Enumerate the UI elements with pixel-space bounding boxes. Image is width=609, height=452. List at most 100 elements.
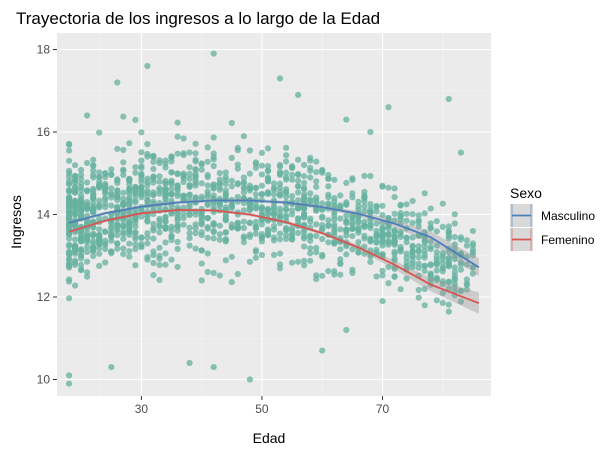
scatter-point — [162, 185, 169, 192]
scatter-point — [150, 192, 157, 199]
scatter-point — [283, 227, 290, 234]
scatter-point — [451, 234, 458, 241]
scatter-point — [367, 217, 374, 224]
scatter-point — [246, 147, 253, 154]
scatter-point — [210, 235, 217, 242]
scatter-point — [337, 192, 344, 199]
scatter-point — [276, 75, 284, 82]
scatter-point — [174, 214, 181, 221]
scatter-point — [337, 226, 344, 233]
scatter-point — [295, 218, 302, 226]
scatter-point — [409, 197, 416, 205]
scatter-point — [72, 204, 79, 211]
scatter-point — [108, 202, 115, 209]
scatter-point — [439, 252, 446, 260]
scatter-point — [283, 169, 290, 176]
scatter-point — [295, 258, 302, 265]
y-tick-label: 10 — [37, 373, 51, 387]
legend-title: Sexo — [510, 185, 542, 201]
scatter-point — [421, 190, 428, 197]
scatter-point — [138, 149, 145, 156]
scatter-point — [96, 237, 103, 245]
scatter-point — [66, 276, 73, 283]
scatter-point — [114, 240, 121, 247]
scatter-point — [108, 225, 115, 232]
scatter-point — [313, 196, 320, 203]
scatter-point — [331, 221, 338, 228]
scatter-point — [108, 185, 115, 192]
scatter-point — [102, 174, 109, 181]
scatter-point — [162, 160, 169, 167]
scatter-point — [120, 235, 127, 242]
scatter-point — [457, 149, 464, 156]
scatter-point — [319, 200, 326, 207]
scatter-point — [66, 256, 73, 263]
scatter-point — [204, 144, 211, 151]
scatter-point — [132, 184, 139, 191]
scatter-point — [373, 208, 380, 215]
scatter-point — [415, 223, 422, 230]
scatter-point — [433, 267, 440, 274]
scatter-point — [258, 182, 265, 189]
scatter-point — [439, 200, 446, 207]
scatter-point — [144, 230, 151, 237]
scatter-point — [78, 197, 85, 204]
scatter-point — [403, 210, 410, 217]
scatter-point — [90, 162, 97, 169]
scatter-point — [132, 262, 139, 269]
scatter-point — [421, 302, 428, 309]
scatter-point — [355, 239, 362, 246]
scatter-point — [276, 236, 284, 243]
scatter-point — [451, 264, 458, 271]
scatter-point — [114, 193, 121, 200]
scatter-point — [162, 239, 169, 246]
scatter-point — [469, 270, 476, 277]
scatter-point — [397, 233, 404, 240]
scatter-point — [96, 215, 103, 222]
scatter-point — [126, 201, 133, 208]
scatter-point — [463, 261, 470, 268]
scatter-point — [270, 226, 278, 233]
scatter-point — [343, 251, 350, 258]
scatter-point — [132, 169, 139, 176]
scatter-point — [78, 212, 85, 219]
scatter-point — [84, 112, 91, 119]
scatter-point — [457, 298, 464, 305]
scatter-point — [84, 188, 91, 195]
scatter-point — [192, 225, 199, 232]
scatter-point — [168, 256, 175, 263]
scatter-point — [397, 243, 404, 251]
scatter-point — [156, 223, 163, 230]
scatter-point — [361, 218, 368, 225]
scatter-point — [174, 192, 181, 199]
scatter-point — [90, 240, 97, 247]
y-axis-ticks: 10 12 14 16 18 — [37, 43, 57, 387]
scatter-point — [150, 165, 157, 172]
scatter-point — [409, 264, 416, 271]
scatter-point — [457, 266, 464, 273]
scatter-point — [126, 240, 133, 247]
scatter-point — [198, 180, 205, 187]
scatter-point — [361, 203, 368, 210]
scatter-point — [126, 140, 133, 147]
scatter-point — [313, 178, 320, 185]
scatter-point — [108, 230, 115, 237]
scatter-point — [66, 261, 73, 268]
scatter-point — [343, 228, 350, 235]
scatter-point — [72, 210, 79, 217]
scatter-point — [421, 267, 428, 274]
scatter-point — [252, 225, 259, 232]
scatter-point — [186, 224, 193, 231]
scatter-point — [144, 62, 151, 70]
scatter-point — [258, 204, 265, 211]
scatter-point — [102, 246, 109, 253]
scatter-point — [307, 174, 314, 181]
scatter-point — [373, 249, 380, 256]
scatter-point — [361, 250, 368, 257]
scatter-point — [210, 184, 217, 191]
scatter-point — [301, 179, 308, 186]
scatter-point — [234, 193, 241, 201]
scatter-point — [270, 186, 278, 193]
scatter-point — [361, 194, 368, 201]
scatter-point — [289, 193, 296, 200]
